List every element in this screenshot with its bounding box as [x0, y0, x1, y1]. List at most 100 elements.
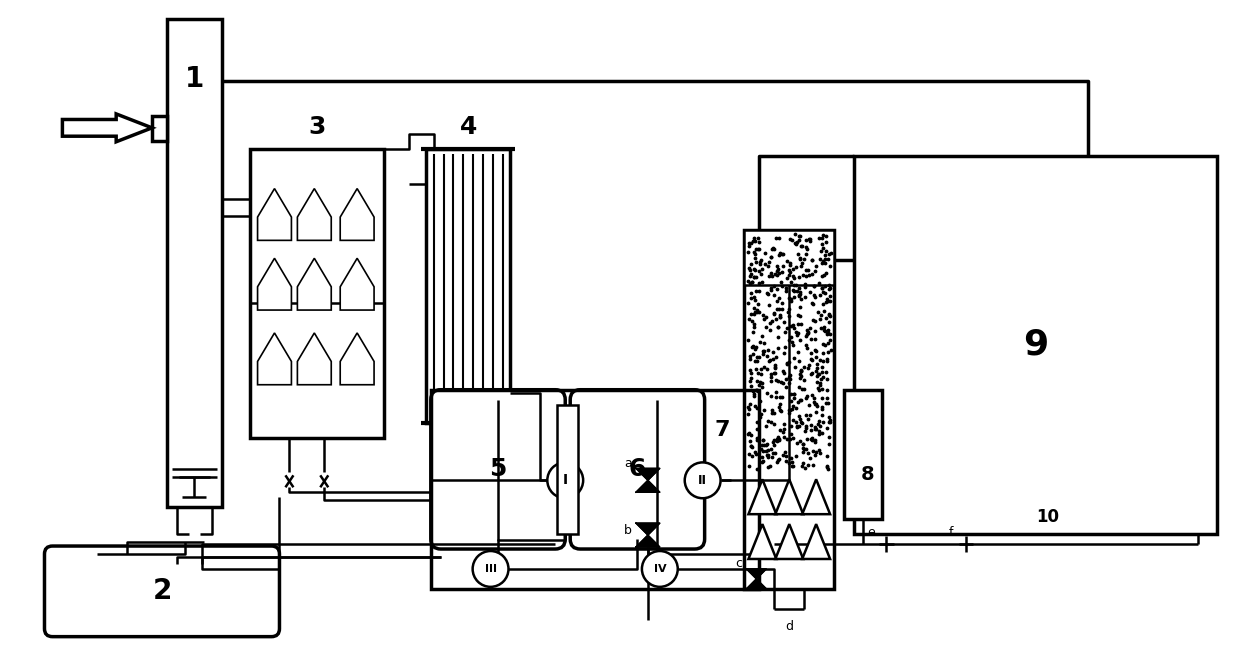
Point [791, 240, 811, 251]
Point [760, 318, 780, 328]
Point [782, 284, 802, 295]
Point [818, 398, 838, 408]
Point [796, 271, 816, 282]
Point [800, 322, 820, 333]
Point [791, 260, 811, 271]
Point [806, 261, 826, 271]
Text: b: b [624, 524, 632, 537]
Point [774, 427, 794, 437]
Polygon shape [340, 189, 374, 240]
Point [742, 269, 761, 279]
Point [756, 421, 776, 431]
Point [761, 405, 781, 415]
Point [764, 448, 784, 458]
Point [781, 461, 801, 472]
Point [743, 277, 763, 287]
Point [749, 278, 769, 288]
Point [749, 266, 769, 276]
Point [785, 389, 805, 399]
Point [763, 271, 782, 281]
Point [748, 385, 768, 395]
Point [790, 231, 810, 242]
Point [768, 322, 787, 332]
Point [795, 426, 815, 437]
Point [799, 264, 818, 275]
Point [799, 460, 818, 470]
Point [821, 335, 841, 346]
Point [750, 337, 770, 348]
Point [789, 272, 808, 282]
Point [813, 325, 833, 335]
Point [744, 272, 764, 282]
Point [744, 322, 764, 333]
Point [806, 352, 826, 362]
Point [794, 458, 813, 468]
Point [758, 415, 777, 426]
Point [807, 371, 827, 382]
Point [799, 448, 818, 459]
Point [790, 370, 810, 380]
Point [744, 236, 764, 246]
Point [748, 432, 768, 443]
Point [789, 356, 808, 366]
Point [796, 421, 816, 432]
Point [750, 408, 770, 419]
Point [743, 316, 763, 326]
Point [790, 382, 810, 392]
Point [769, 233, 789, 243]
Point [758, 452, 777, 462]
Point [744, 302, 764, 313]
Point [754, 362, 774, 372]
Point [789, 397, 808, 407]
Point [796, 340, 816, 350]
Point [780, 258, 800, 269]
Point [817, 451, 837, 461]
Point [790, 335, 810, 345]
Point [810, 378, 830, 388]
Point [775, 446, 795, 457]
Point [792, 439, 812, 449]
Point [811, 323, 831, 333]
Point [765, 363, 785, 373]
Point [761, 375, 781, 386]
Point [781, 332, 801, 342]
Point [739, 240, 759, 251]
Point [806, 407, 826, 417]
Point [784, 415, 804, 425]
Point [746, 357, 766, 367]
Point [769, 455, 789, 465]
Point [766, 266, 786, 276]
Point [807, 383, 827, 393]
Point [739, 375, 759, 386]
Point [739, 298, 759, 309]
Point [817, 356, 837, 366]
Point [750, 412, 770, 422]
Point [786, 402, 806, 413]
Point [790, 253, 810, 264]
Point [816, 267, 836, 278]
Point [813, 230, 833, 240]
Point [789, 282, 808, 293]
Point [787, 347, 807, 357]
Point [764, 280, 784, 291]
Point [740, 278, 760, 289]
Point [786, 262, 806, 272]
Polygon shape [636, 481, 660, 492]
Point [805, 317, 825, 327]
Point [744, 308, 764, 318]
Point [743, 349, 763, 359]
Point [779, 307, 799, 318]
Point [808, 429, 828, 439]
Point [802, 433, 822, 443]
Point [776, 382, 796, 393]
Circle shape [547, 463, 583, 498]
Point [759, 271, 779, 282]
Point [740, 430, 760, 441]
Point [748, 386, 768, 396]
Text: 2: 2 [153, 578, 171, 605]
Point [781, 395, 801, 406]
Polygon shape [802, 479, 830, 514]
Point [742, 309, 761, 319]
Point [755, 258, 775, 269]
Point [770, 399, 790, 409]
